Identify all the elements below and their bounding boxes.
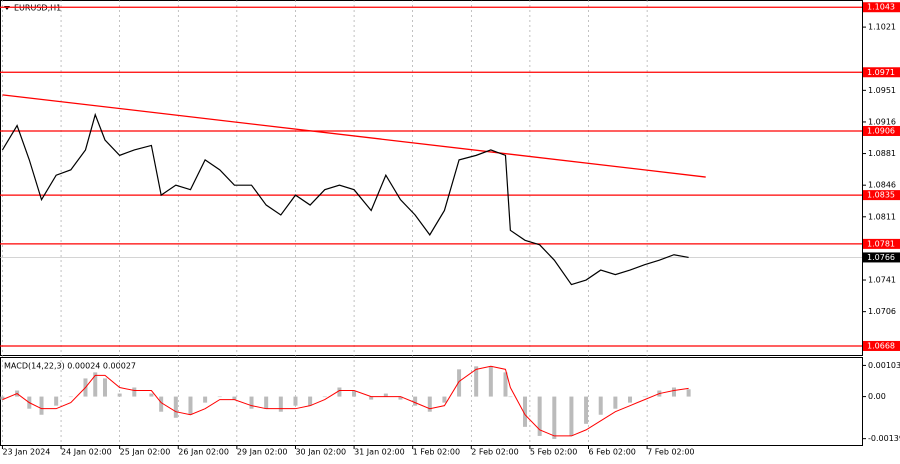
level-label-box bbox=[863, 67, 900, 78]
macd-bar bbox=[54, 396, 59, 406]
level-label-box bbox=[863, 340, 900, 351]
macd-bar bbox=[488, 366, 493, 397]
macd-bar bbox=[413, 396, 418, 406]
level-label-box bbox=[863, 238, 900, 249]
x-tick-label: 25 Jan 02:00 bbox=[120, 448, 171, 457]
x-tick-label: 5 Feb 02:00 bbox=[530, 448, 577, 457]
macd-bar bbox=[149, 393, 154, 397]
macd-y-tick-label: -0.00139 bbox=[868, 434, 900, 443]
macd-bar bbox=[103, 378, 108, 397]
macd-bar bbox=[552, 396, 557, 439]
macd-bar bbox=[442, 396, 447, 403]
macd-bar bbox=[523, 396, 528, 427]
macd-bar bbox=[232, 396, 237, 400]
macd-bar bbox=[508, 396, 513, 398]
current-price-label: 1.0766 bbox=[867, 253, 895, 262]
level-label-box bbox=[863, 190, 900, 201]
macd-label: MACD(14,22,3) 0.00024 0.00027 bbox=[4, 362, 136, 371]
macd-bar bbox=[278, 396, 283, 412]
macd-bar bbox=[671, 387, 676, 397]
level-label-box bbox=[863, 2, 900, 13]
macd-bar bbox=[686, 389, 691, 397]
x-tick-label: 1 Feb 02:00 bbox=[413, 448, 460, 457]
macd-bar bbox=[537, 396, 542, 436]
macd-bar bbox=[642, 396, 647, 398]
macd-bar bbox=[264, 396, 269, 409]
macd-bar bbox=[503, 372, 508, 397]
y-tick-label: 1.0811 bbox=[868, 212, 896, 221]
macd-y-tick-label: 0.00103 bbox=[868, 361, 900, 370]
price-line bbox=[1, 112, 689, 286]
x-tick-label: 2 Feb 02:00 bbox=[471, 448, 518, 457]
macd-bar bbox=[293, 396, 298, 406]
macd-pane-frame bbox=[0, 357, 863, 446]
y-tick-label: 1.1021 bbox=[868, 23, 896, 32]
macd-bar bbox=[613, 396, 618, 409]
level-label: 1.1043 bbox=[867, 3, 895, 12]
macd-bar bbox=[159, 396, 164, 412]
macd-bar bbox=[598, 396, 603, 415]
level-label-box bbox=[863, 125, 900, 136]
level-label: 1.0906 bbox=[867, 126, 895, 135]
y-tick-label: 1.0706 bbox=[868, 307, 896, 316]
x-tick-label: 30 Jan 02:00 bbox=[295, 448, 346, 457]
x-tick-label: 29 Jan 02:00 bbox=[237, 448, 288, 457]
y-tick-label: 1.0951 bbox=[868, 86, 896, 95]
macd-bar bbox=[203, 396, 208, 403]
x-tick-label: 26 Jan 02:00 bbox=[178, 448, 229, 457]
macd-bar bbox=[569, 396, 574, 436]
macd-bar bbox=[93, 372, 98, 397]
macd-bar bbox=[322, 396, 327, 398]
macd-bar bbox=[474, 366, 479, 397]
y-tick-label: 1.0846 bbox=[868, 181, 896, 190]
macd-signal bbox=[2, 365, 689, 437]
y-tick-label: 1.0881 bbox=[868, 149, 896, 158]
macd-bar bbox=[352, 390, 357, 397]
current-price-box bbox=[863, 252, 900, 263]
x-tick-label: 7 Feb 02:00 bbox=[647, 448, 694, 457]
level-label: 1.0835 bbox=[867, 191, 895, 200]
level-label: 1.0971 bbox=[867, 68, 895, 77]
macd-bar bbox=[0, 396, 5, 400]
y-tick-label: 1.0741 bbox=[868, 276, 896, 285]
main-pane-frame bbox=[0, 0, 863, 356]
trendline bbox=[2, 94, 706, 178]
y-tick-label: 1.0916 bbox=[868, 117, 896, 126]
chart-title: EURUSD,H1 bbox=[14, 4, 61, 13]
macd-bar bbox=[188, 396, 193, 415]
macd-bar bbox=[217, 396, 222, 398]
macd-bar bbox=[39, 396, 44, 415]
macd-y-tick-label: 0.00 bbox=[868, 392, 886, 401]
macd-bar bbox=[308, 396, 313, 406]
level-label: 1.0781 bbox=[867, 239, 895, 248]
x-tick-label: 24 Jan 02:00 bbox=[61, 448, 112, 457]
macd-bar bbox=[457, 369, 462, 397]
macd-bar bbox=[369, 396, 374, 400]
macd-bar bbox=[68, 396, 73, 398]
macd-bar bbox=[584, 396, 589, 424]
macd-bar bbox=[427, 396, 432, 412]
macd-bar bbox=[628, 396, 633, 403]
macd-bar bbox=[337, 387, 342, 397]
macd-bar bbox=[398, 396, 403, 400]
x-tick-label: 6 Feb 02:00 bbox=[589, 448, 636, 457]
x-tick-label: 31 Jan 02:00 bbox=[354, 448, 405, 457]
macd-bar bbox=[249, 396, 254, 409]
macd-bar bbox=[383, 393, 388, 397]
macd-bar bbox=[117, 393, 122, 397]
macd-bar bbox=[132, 387, 137, 397]
macd-bar bbox=[173, 396, 178, 418]
level-label: 1.0668 bbox=[867, 341, 895, 350]
x-tick-label: 23 Jan 2024 bbox=[2, 448, 50, 457]
